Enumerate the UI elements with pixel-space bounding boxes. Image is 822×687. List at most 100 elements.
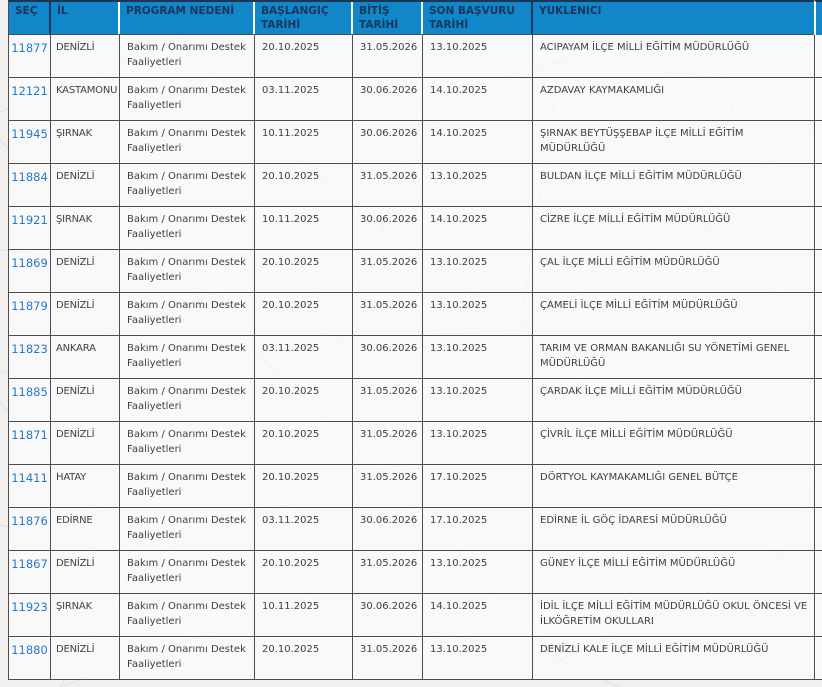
- cell-son-basvuru: 13.10.2025: [423, 551, 533, 593]
- select-record-link[interactable]: 11823: [11, 342, 48, 356]
- cropped-column-cell: [814, 551, 822, 594]
- cell-il: DENİZLİ: [51, 551, 120, 593]
- cell-program: Bakım / Onarımı Destek Faaliyetleri: [120, 207, 255, 249]
- cell-yuklenici: AZDAVAY KAYMAKAMLIĞI: [540, 85, 665, 96]
- table-row: 12121 KASTAMONU Bakım / Onarımı Destek Faa…: [9, 78, 816, 121]
- select-record-link[interactable]: 11877: [11, 41, 48, 55]
- table-row: 11879 DENİZLİ Bakım / Onarımı Destek Faali…: [9, 293, 816, 336]
- cell-son-basvuru: 17.10.2025: [423, 465, 533, 507]
- table-row: 11869 DENİZLİ Bakım / Onarımı Destek Faali…: [9, 250, 816, 293]
- cell-yuklenici: TARIM VE ORMAN BAKANLIĞI SU YÖNETİMİ GEN…: [540, 343, 790, 369]
- table-row: 11923 ŞIRNAK Bakım / Onarımı Destek Faaliy…: [9, 594, 816, 637]
- select-record-link[interactable]: 11880: [11, 643, 48, 657]
- cell-yuklenici: ÇAL İLÇE MİLLİ EĞİTİM MÜDÜRLÜĞÜ: [540, 257, 720, 268]
- cropped-column-cell: [814, 207, 822, 250]
- column-header-il: İL: [51, 2, 120, 34]
- cell-yuklenici: ŞIRNAK BEYTÜŞŞEBAP İLÇE MİLLİ EĞİTİM MÜD…: [540, 128, 744, 154]
- cell-son-basvuru: 13.10.2025: [423, 164, 533, 206]
- cell-sec: 11411: [9, 465, 51, 507]
- cell-sec: 11923: [9, 594, 51, 636]
- cell-baslangic: 20.10.2025: [255, 379, 353, 421]
- cropped-column-cell: [814, 508, 822, 551]
- cell-son-basvuru: 14.10.2025: [423, 207, 533, 249]
- cell-bitis: 31.05.2026: [353, 637, 423, 679]
- table-row: 11867 DENİZLİ Bakım / Onarımı Destek Faali…: [9, 551, 816, 594]
- cell-yuklenici: ACIPAYAM İLÇE MİLLİ EĞİTİM MÜDÜRLÜĞÜ: [540, 42, 750, 53]
- cell-sec: 11880: [9, 637, 51, 679]
- select-record-link[interactable]: 11869: [11, 256, 48, 270]
- cropped-column-cell: [814, 336, 822, 379]
- select-record-link[interactable]: 11885: [11, 385, 48, 399]
- cell-il: KASTAMONU: [51, 78, 120, 120]
- cell-bitis: 30.06.2026: [353, 121, 423, 163]
- cell-son-basvuru: 14.10.2025: [423, 594, 533, 636]
- select-record-link[interactable]: 11921: [11, 213, 48, 227]
- column-header-sec: SEÇ: [9, 2, 51, 34]
- cell-bitis: 31.05.2026: [353, 293, 423, 335]
- cell-sec: 11885: [9, 379, 51, 421]
- cell-bitis: 31.05.2026: [353, 465, 423, 507]
- cell-baslangic: 20.10.2025: [255, 35, 353, 77]
- cell-sec: 11823: [9, 336, 51, 378]
- select-record-link[interactable]: 11884: [11, 170, 48, 184]
- cell-son-basvuru: 13.10.2025: [423, 35, 533, 77]
- cell-sec: 11867: [9, 551, 51, 593]
- table-row: 11411 HATAY Bakım / Onarımı Destek Faaliye…: [9, 465, 816, 508]
- table-row: 11885 DENİZLİ Bakım / Onarımı Destek Faali…: [9, 379, 816, 422]
- cell-il: ŞIRNAK: [51, 207, 120, 249]
- cell-bitis: 30.06.2026: [353, 78, 423, 120]
- cell-sec: 11921: [9, 207, 51, 249]
- cell-baslangic: 20.10.2025: [255, 637, 353, 679]
- cell-il: DENİZLİ: [51, 250, 120, 292]
- cell-baslangic: 20.10.2025: [255, 422, 353, 464]
- table-row: 11876 EDİRNE Bakım / Onarımı Destek Faaliy…: [9, 508, 816, 551]
- cell-il: DENİZLİ: [51, 637, 120, 679]
- cell-program: Bakım / Onarımı Destek Faaliyetleri: [120, 78, 255, 120]
- select-record-link[interactable]: 11867: [11, 557, 48, 571]
- cell-bitis: 30.06.2026: [353, 207, 423, 249]
- cell-program: Bakım / Onarımı Destek Faaliyetleri: [120, 465, 255, 507]
- cell-yuklenici: EDİRNE İL GÖÇ İDARESİ MÜDÜRLÜĞÜ: [540, 515, 727, 526]
- cell-program: Bakım / Onarımı Destek Faaliyetleri: [120, 508, 255, 550]
- cell-bitis: 31.05.2026: [353, 422, 423, 464]
- cropped-column-cell: [814, 293, 822, 336]
- select-record-link[interactable]: 11876: [11, 514, 48, 528]
- cropped-column-cell: [814, 465, 822, 508]
- cell-son-basvuru: 13.10.2025: [423, 250, 533, 292]
- cell-yuklenici: CİZRE İLÇE MİLLİ EĞİTİM MÜDÜRLÜĞÜ: [540, 214, 731, 225]
- cell-bitis: 31.05.2026: [353, 35, 423, 77]
- select-record-link[interactable]: 11879: [11, 299, 48, 313]
- select-record-link[interactable]: 11411: [11, 471, 48, 485]
- cell-sec: 11884: [9, 164, 51, 206]
- cell-baslangic: 03.11.2025: [255, 336, 353, 378]
- column-header-bitis: BİTİŞ TARİHİ: [353, 2, 423, 34]
- select-record-link[interactable]: 11945: [11, 127, 48, 141]
- cell-bitis: 31.05.2026: [353, 164, 423, 206]
- cell-sec: 11876: [9, 508, 51, 550]
- cell-baslangic: 10.11.2025: [255, 594, 353, 636]
- table-header-row: SEÇ İL PROGRAM NEDENİ BAŞLANGIÇ TARİHİ BİTİŞ…: [9, 2, 816, 35]
- cell-sec: 11869: [9, 250, 51, 292]
- select-record-link[interactable]: 12121: [11, 84, 48, 98]
- cell-il: ŞIRNAK: [51, 121, 120, 163]
- cell-program: Bakım / Onarımı Destek Faaliyetleri: [120, 293, 255, 335]
- cell-sec: 12121: [9, 78, 51, 120]
- cell-program: Bakım / Onarımı Destek Faaliyetleri: [120, 551, 255, 593]
- cell-il: DENİZLİ: [51, 35, 120, 77]
- cell-program: Bakım / Onarımı Destek Faaliyetleri: [120, 637, 255, 679]
- cell-baslangic: 20.10.2025: [255, 293, 353, 335]
- table-body: 11877 DENİZLİ Bakım / Onarımı Destek Faali…: [9, 35, 816, 680]
- cell-program: Bakım / Onarımı Destek Faaliyetleri: [120, 422, 255, 464]
- table-row: 11877 DENİZLİ Bakım / Onarımı Destek Faali…: [9, 35, 816, 78]
- cell-yuklenici: DENİZLİ KALE İLÇE MİLLİ EĞİTİM MÜDÜRLÜĞÜ: [540, 644, 769, 655]
- cell-il: DENİZLİ: [51, 422, 120, 464]
- select-record-link[interactable]: 11923: [11, 600, 48, 614]
- cell-program: Bakım / Onarımı Destek Faaliyetleri: [120, 35, 255, 77]
- cropped-column-cell: [814, 637, 822, 680]
- cell-baslangic: 03.11.2025: [255, 508, 353, 550]
- cell-son-basvuru: 13.10.2025: [423, 336, 533, 378]
- cell-yuklenici: DÖRTYOL KAYMAKAMLIĞI GENEL BÜTÇE: [540, 472, 738, 483]
- cell-sec: 11877: [9, 35, 51, 77]
- select-record-link[interactable]: 11871: [11, 428, 48, 442]
- cell-son-basvuru: 13.10.2025: [423, 293, 533, 335]
